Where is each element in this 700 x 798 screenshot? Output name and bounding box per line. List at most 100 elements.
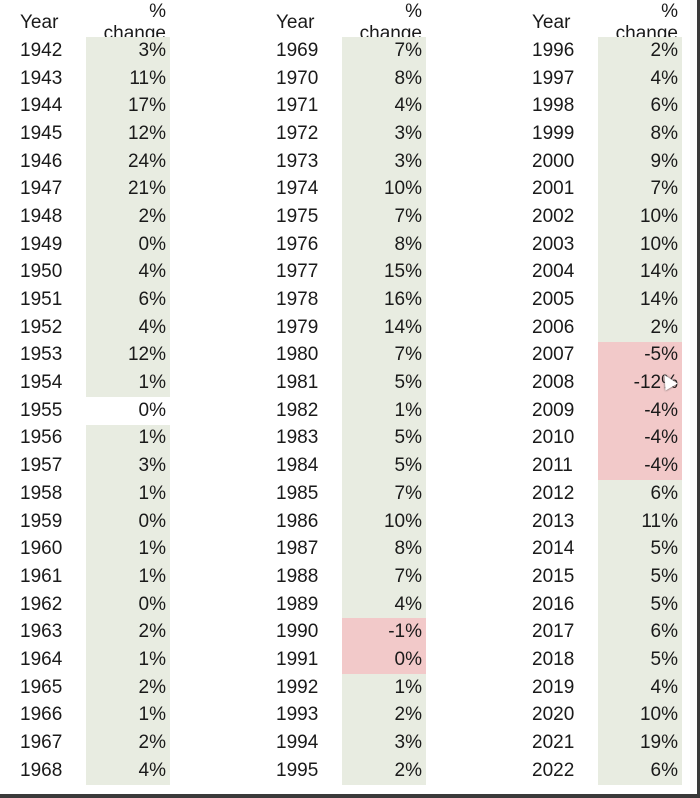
year-cell: 1950 <box>20 261 63 283</box>
year-cell: 1944 <box>20 95 63 117</box>
percent-change-cell: 0% <box>342 646 426 674</box>
percent-change-cell: -4% <box>598 452 682 480</box>
table-row: 1976 8% <box>272 230 432 259</box>
table-row: 2021 19% <box>528 729 688 757</box>
percent-change-column-header: % change <box>86 1 170 44</box>
percent-change-cell: 8% <box>342 535 426 564</box>
table-row: 2012 6% <box>528 480 688 508</box>
percent-change-cell: -5% <box>598 341 682 370</box>
percent-change-cell: -4% <box>598 396 682 425</box>
percent-change-cell: 8% <box>342 64 426 93</box>
year-cell: 1995 <box>276 759 319 781</box>
year-column-header: Year <box>532 11 571 33</box>
year-cell: 1965 <box>20 676 63 698</box>
percent-change-cell: 10% <box>598 230 682 259</box>
year-cell: 1991 <box>276 648 319 670</box>
percent-change-cell: 10% <box>342 507 426 536</box>
table-row: 2022 6% <box>528 756 688 785</box>
percent-change-cell: 5% <box>598 563 682 591</box>
table-row: 1983 5% <box>272 424 432 453</box>
table-row: 2017 6% <box>528 618 688 647</box>
percent-change-cell: 7% <box>598 175 682 204</box>
year-cell: 1967 <box>20 732 63 754</box>
percent-change-cell: 4% <box>598 64 682 93</box>
table-row: 1956 1% <box>16 424 176 453</box>
year-cell: 1957 <box>20 455 63 477</box>
year-cell: 1973 <box>276 150 319 172</box>
table-row: 1988 7% <box>272 563 432 591</box>
percent-change-cell: 6% <box>598 480 682 508</box>
table-row: 1978 16% <box>272 286 432 314</box>
table-row: 1990 -1% <box>272 618 432 647</box>
year-cell: 1981 <box>276 372 319 394</box>
table-row: 1970 8% <box>272 64 432 93</box>
year-cell: 2019 <box>532 676 575 698</box>
percent-change-cell: 3% <box>86 37 170 65</box>
table-row: 1973 3% <box>272 147 432 176</box>
percent-change-cell: 3% <box>86 452 170 480</box>
table-row: 2019 4% <box>528 673 688 702</box>
percent-change-cell: 9% <box>598 147 682 176</box>
table-row: 1979 14% <box>272 313 432 342</box>
year-cell: 1942 <box>20 39 63 61</box>
percent-change-cell: 0% <box>86 590 170 619</box>
year-cell: 2000 <box>532 150 575 172</box>
year-cell: 1987 <box>276 538 319 560</box>
percent-change-cell: 24% <box>86 147 170 176</box>
table-row: 1985 7% <box>272 480 432 508</box>
percent-change-cell: 4% <box>598 673 682 702</box>
year-cell: 1959 <box>20 510 63 532</box>
year-cell: 2021 <box>532 732 575 754</box>
percent-change-cell: 11% <box>86 64 170 93</box>
percent-change-cell: 4% <box>342 92 426 121</box>
percent-change-cell: 12% <box>86 341 170 370</box>
table-row: 1996 2% <box>528 37 688 65</box>
year-cell: 1971 <box>276 95 319 117</box>
table-row: 2015 5% <box>528 563 688 591</box>
percent-change-cell: 1% <box>86 369 170 397</box>
year-cell: 1966 <box>20 704 63 726</box>
percent-change-cell: 0% <box>86 230 170 259</box>
table-row: 1962 0% <box>16 590 176 619</box>
table-row: 1986 10% <box>272 507 432 536</box>
table-row: 2002 10% <box>528 203 688 231</box>
percent-change-cell: 7% <box>342 37 426 65</box>
table-row: 2007 -5% <box>528 341 688 370</box>
year-cell: 1964 <box>20 648 63 670</box>
percent-change-cell: 14% <box>342 313 426 342</box>
percent-change-cell: 1% <box>342 673 426 702</box>
year-cell: 1949 <box>20 233 63 255</box>
percent-change-cell: 11% <box>598 507 682 536</box>
percent-change-cell: 6% <box>86 286 170 314</box>
year-cell: 2004 <box>532 261 575 283</box>
percent-change-cell: 14% <box>598 286 682 314</box>
percent-change-cell: 3% <box>342 729 426 757</box>
table-row: 1982 1% <box>272 396 432 425</box>
table-row: 1958 1% <box>16 480 176 508</box>
table-row: 1952 4% <box>16 313 176 342</box>
percent-change-cell: 2% <box>342 756 426 785</box>
table-column-1969-1995: Year% change 1969 7% 1970 8% 1971 4% 1972 3% 1973… <box>272 1 432 785</box>
year-cell: 2005 <box>532 289 575 311</box>
year-cell: 1975 <box>276 205 319 227</box>
year-cell: 1988 <box>276 565 319 587</box>
year-cell: 1972 <box>276 122 319 144</box>
percent-change-cell: 0% <box>86 507 170 536</box>
percent-change-cell: 14% <box>598 258 682 287</box>
year-cell: 1954 <box>20 372 63 394</box>
percent-change-column-header: % change <box>342 1 426 44</box>
table-row: 2008 -12% <box>528 369 688 397</box>
percent-change-cell: 1% <box>86 424 170 453</box>
table-row: 1948 2% <box>16 203 176 231</box>
year-cell: 1999 <box>532 122 575 144</box>
percent-change-cell: 2% <box>342 701 426 730</box>
year-cell: 1960 <box>20 538 63 560</box>
year-cell: 2017 <box>532 621 575 643</box>
table-row: 2014 5% <box>528 535 688 564</box>
table-row: 1975 7% <box>272 203 432 231</box>
table-row: 2003 10% <box>528 230 688 259</box>
year-cell: 1948 <box>20 205 63 227</box>
table-row: 2000 9% <box>528 147 688 176</box>
year-cell: 1994 <box>276 732 319 754</box>
percent-change-cell: 15% <box>342 258 426 287</box>
